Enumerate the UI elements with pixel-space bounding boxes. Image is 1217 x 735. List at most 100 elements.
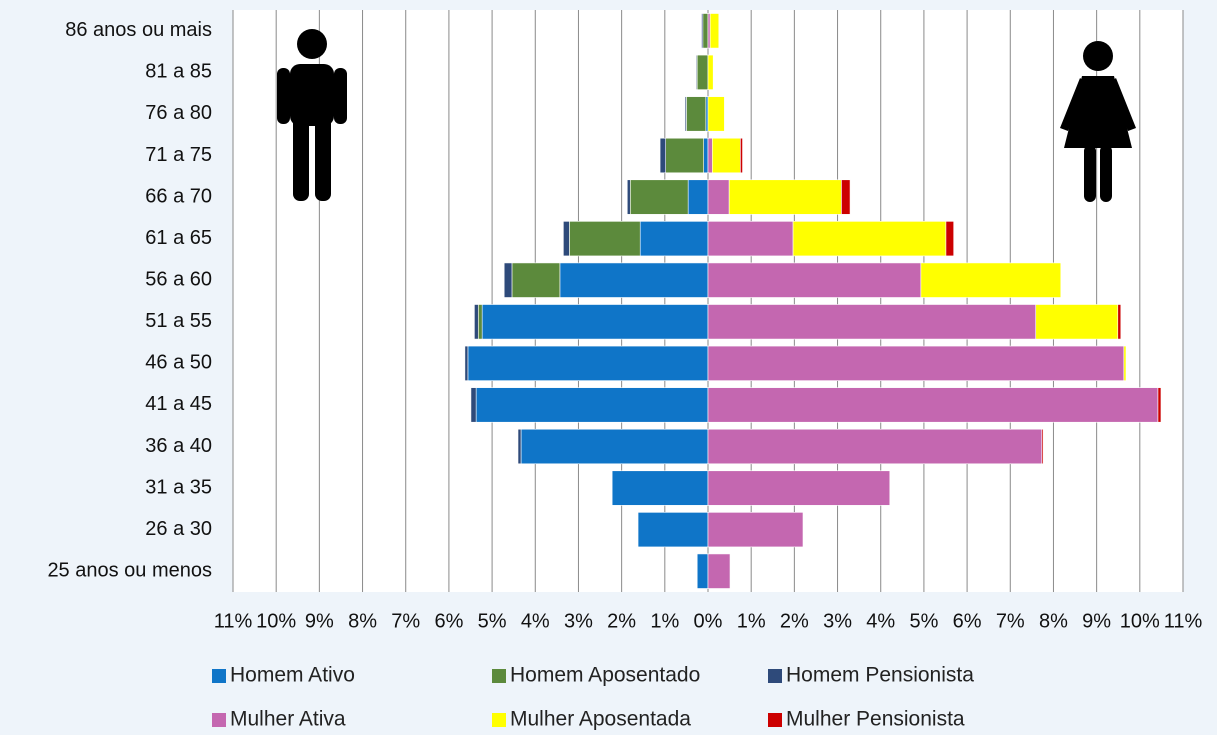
bar-segment [696,553,709,589]
bar-segment [707,13,711,49]
x-tick-label: 6% [953,610,982,632]
bar-segment [1035,304,1119,340]
x-tick-label: 1% [737,610,766,632]
bar-segment [707,553,731,589]
bar-segment [559,262,709,298]
bar-segment [707,96,725,132]
bar-segment [728,179,842,215]
bar-segment [503,262,513,298]
bar-segment [707,387,1159,423]
bar-segment [696,54,709,90]
y-tick-label: 66 a 70 [145,185,212,207]
bar-segment [703,137,709,174]
bar-segment [637,512,709,548]
legend-label: Mulher Ativa [230,708,346,731]
x-tick-label: 10% [256,610,296,632]
bar-segment [626,179,631,215]
x-tick-label: 2% [607,610,636,632]
bar-segment [475,387,709,423]
x-tick-label: 11% [1164,610,1203,632]
legend-swatch [768,669,782,683]
bar-segment [740,137,743,174]
bar-segment [684,96,687,132]
x-tick-label: 7% [996,610,1025,632]
bar-segment [639,221,709,257]
x-tick-label: 11% [214,610,253,632]
y-tick-label: 26 a 30 [145,518,212,540]
labels: 11% 10% 9% 8% 7% 6% 5% 4% 3% 2% 1% 0% 1% 2% 3% 4% 5% 6% 7%… [47,19,1202,730]
bar-segment [707,54,714,90]
bar-segment [687,179,709,215]
x-tick-label: 4% [866,610,895,632]
bar-segment [1041,428,1044,465]
bar-segment [1117,304,1122,340]
bar-segment [1123,345,1127,381]
x-tick-label: 5% [909,610,938,632]
legend-swatch [212,713,226,727]
bar-segment [511,262,561,298]
y-tick-label: 31 a 35 [145,476,212,498]
bar-segment [1157,387,1162,423]
x-tick-label: 3% [823,610,852,632]
x-tick-label: 0% [694,610,723,632]
bar-segment [686,96,707,132]
y-tick-label: 25 anos ou menos [47,559,212,581]
bar-segment [481,304,709,340]
bar-segment [520,428,709,465]
bar-segment [470,387,477,423]
bar-segment [696,54,698,90]
legend-swatch [212,669,226,683]
bar-segment [517,428,522,465]
x-tick-label: 9% [305,610,334,632]
bar-segment [464,345,469,381]
bar-segment [707,512,804,548]
y-tick-label: 56 a 60 [145,268,212,290]
bar-segment [569,221,641,257]
bar-segment [707,304,1037,340]
y-tick-label: 61 a 65 [145,227,212,249]
x-tick-label: 9% [1082,610,1111,632]
bar-segment [659,137,666,174]
bar-segment [707,345,1125,381]
x-tick-label: 8% [348,610,377,632]
bar-segment [467,345,709,381]
legend-label: Homem Aposentado [510,664,700,687]
bar-segment [712,137,741,174]
bar-segment [702,13,709,49]
y-tick-label: 76 a 80 [145,102,212,124]
bar-segment [920,262,1062,298]
y-tick-label: 46 a 50 [145,352,212,374]
bar-segment [629,179,689,215]
x-tick-label: 2% [780,610,809,632]
bar-segment [945,221,955,257]
bar-segment [701,13,704,49]
legend-label: Mulher Pensionista [786,708,965,731]
x-tick-label: 10% [1120,610,1160,632]
y-tick-label: 86 anos ou mais [65,19,212,41]
legend-swatch [768,713,782,727]
y-tick-label: 41 a 45 [145,393,212,415]
bar-segment [707,137,713,174]
bar-segment [474,304,479,340]
y-tick-label: 81 a 85 [145,61,212,83]
bar-segment [707,470,891,506]
female-icon [1060,41,1136,202]
x-tick-label: 6% [434,610,463,632]
bar-segment [707,428,1043,465]
y-tick-label: 51 a 55 [145,310,212,332]
legend-label: Homem Pensionista [786,664,974,687]
male-icon [277,29,347,201]
bar-segment [841,179,851,215]
bars [464,13,1162,589]
bar-segment [665,137,704,174]
bar-segment [611,470,709,506]
bar-segment [792,221,947,257]
x-tick-label: 7% [391,610,420,632]
x-tick-label: 4% [521,610,550,632]
bar-segment [477,304,483,340]
legend-label: Mulher Aposentada [510,708,691,731]
x-tick-label: 8% [1039,610,1068,632]
x-tick-label: 5% [478,610,507,632]
bar-segment [707,262,922,298]
